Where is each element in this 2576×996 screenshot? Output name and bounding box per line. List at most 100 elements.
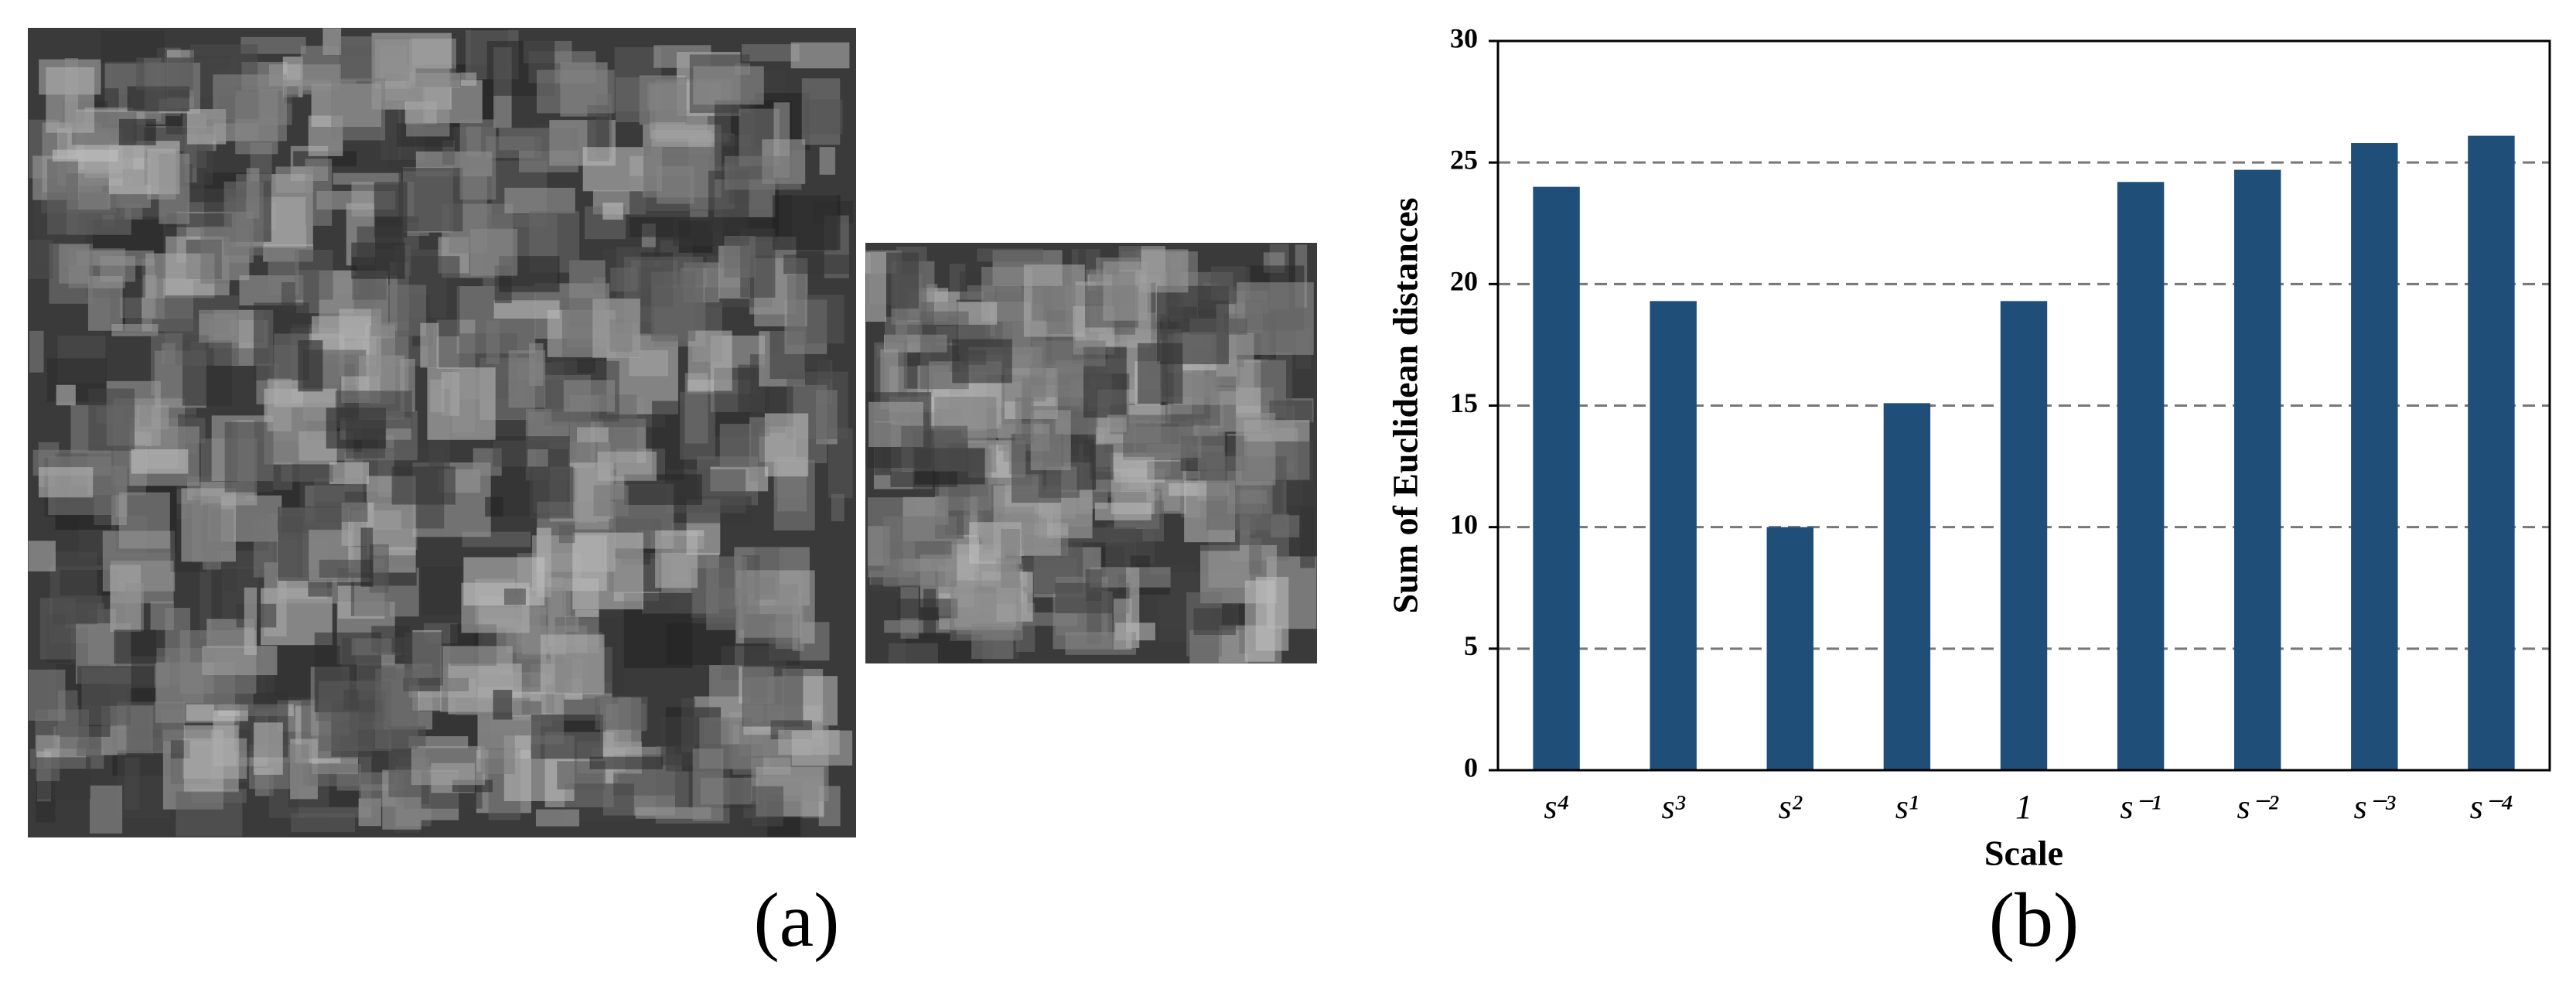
image-detail	[896, 599, 958, 619]
image-detail	[595, 696, 648, 730]
image-detail	[1085, 569, 1102, 602]
image-detail	[202, 646, 278, 676]
image-detail	[28, 669, 66, 721]
image-detail	[806, 295, 844, 344]
image-detail	[1103, 261, 1148, 321]
image-detail	[952, 339, 1012, 384]
image-detail	[1090, 567, 1171, 588]
image-detail	[398, 168, 463, 232]
image-detail	[375, 668, 418, 749]
image-detail	[529, 466, 574, 519]
image-detail	[610, 268, 638, 292]
image-detail	[52, 149, 118, 162]
image-detail	[1032, 340, 1106, 367]
image-detail	[504, 187, 575, 214]
image-detail	[1113, 599, 1132, 650]
image-detail	[540, 634, 605, 694]
image-detail	[118, 118, 156, 145]
aerial-image-small	[865, 243, 1317, 663]
plot-frame	[1496, 39, 2551, 772]
image-detail	[565, 616, 579, 633]
image-detail	[772, 195, 841, 251]
image-detail	[131, 449, 189, 474]
image-detail	[589, 756, 664, 769]
image-detail	[136, 57, 194, 90]
image-detail	[1248, 537, 1262, 575]
image-detail	[411, 745, 486, 786]
image-detail	[1300, 507, 1315, 568]
x-tick-label: s⁻⁴	[2470, 788, 2513, 826]
image-detail	[1255, 576, 1289, 651]
image-detail	[29, 330, 44, 373]
bar	[2351, 143, 2398, 770]
image-detail	[253, 302, 309, 380]
panel-label: (b)	[1989, 877, 2080, 963]
image-detail	[655, 530, 698, 588]
image-detail	[267, 378, 292, 431]
y-tick-label: 10	[1450, 509, 1478, 540]
x-tick-label: s⁻³	[2354, 788, 2396, 826]
image-detail	[199, 309, 264, 343]
image-detail	[333, 172, 401, 185]
image-detail	[819, 147, 836, 175]
image-detail	[339, 36, 410, 82]
image-detail	[305, 159, 333, 226]
image-detail	[335, 391, 412, 429]
image-detail	[615, 77, 687, 123]
image-detail	[536, 70, 615, 114]
image-detail	[459, 119, 496, 200]
image-detail	[531, 715, 603, 759]
image-detail	[352, 275, 387, 300]
image-detail	[1094, 502, 1152, 520]
bar	[2468, 135, 2515, 771]
image-detail	[302, 764, 362, 786]
image-detail	[739, 576, 775, 595]
image-detail	[693, 66, 764, 105]
image-detail	[493, 690, 513, 720]
y-tick-label: 30	[1450, 22, 1478, 53]
bar	[1766, 527, 1813, 770]
image-detail	[224, 421, 274, 493]
image-detail	[213, 74, 287, 142]
image-detail	[56, 384, 76, 406]
image-detail	[597, 451, 657, 481]
image-detail	[527, 449, 548, 467]
image-detail	[295, 249, 333, 300]
image-detail	[351, 638, 392, 656]
image-detail	[572, 532, 643, 609]
image-detail	[183, 725, 239, 793]
image-detail	[535, 809, 580, 827]
y-tick-label: 25	[1450, 144, 1478, 175]
image-detail	[315, 501, 368, 522]
image-detail	[421, 567, 462, 615]
image-detail	[749, 417, 766, 482]
image-detail	[110, 561, 174, 604]
image-detail	[1147, 461, 1183, 480]
image-detail	[486, 320, 500, 364]
image-detail	[406, 65, 450, 137]
image-detail	[1134, 426, 1202, 458]
image-detail	[652, 401, 684, 480]
image-detail	[319, 559, 374, 578]
y-tick-label: 5	[1464, 630, 1478, 661]
image-detail	[724, 235, 756, 278]
bar	[1883, 403, 1931, 770]
image-detail	[742, 44, 800, 62]
image-detail	[47, 159, 79, 235]
image-detail	[680, 391, 716, 460]
y-tick-label: 20	[1450, 266, 1478, 297]
image-detail	[1030, 410, 1071, 471]
image-detail	[493, 300, 560, 319]
image-detail	[499, 128, 578, 151]
image-detail	[1138, 343, 1183, 404]
image-detail	[508, 350, 546, 408]
y-tick-label: 15	[1450, 387, 1478, 418]
bar	[1650, 301, 1697, 770]
image-detail	[724, 155, 802, 190]
image-detail	[752, 786, 784, 827]
image-detail	[1189, 318, 1247, 335]
image-detail	[331, 78, 386, 141]
x-tick-label: s²	[1779, 788, 1803, 826]
image-detail	[643, 146, 715, 211]
image-detail	[519, 150, 578, 172]
